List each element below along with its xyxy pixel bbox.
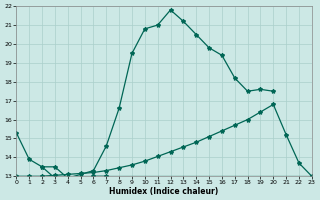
X-axis label: Humidex (Indice chaleur): Humidex (Indice chaleur) — [109, 187, 219, 196]
